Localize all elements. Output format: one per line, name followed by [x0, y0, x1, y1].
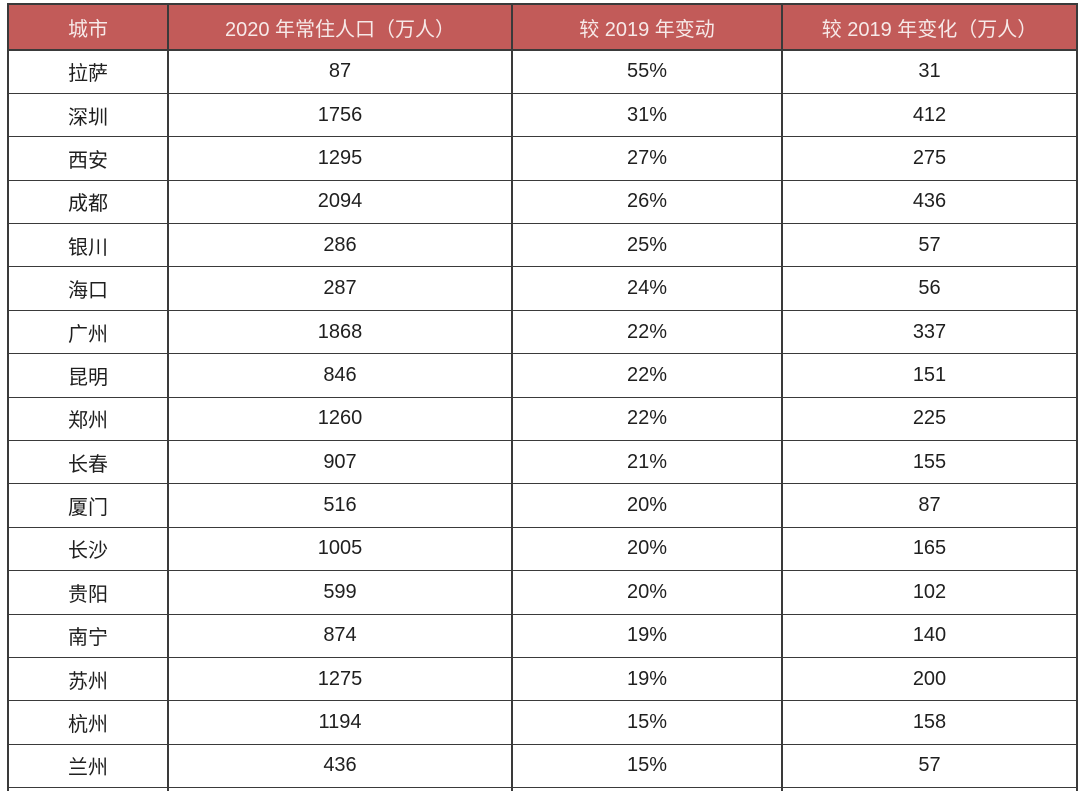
change-abs-cell: 155	[781, 440, 1078, 485]
population-cell: 907	[167, 440, 513, 485]
city-cell: 深圳	[7, 92, 169, 138]
table-row: 兰州 436 15% 57	[7, 743, 1078, 789]
population-cell: 1295	[167, 136, 513, 181]
change-abs-cell: 102	[781, 570, 1078, 615]
table-row: 苏州 1275 19% 200	[7, 656, 1078, 702]
table-row: 厦门 516 20% 87	[7, 483, 1078, 528]
population-table: 城市 2020 年常住人口（万人） 较 2019 年变动 较 2019 年变化（…	[7, 3, 1078, 791]
change-abs-cell: 151	[781, 353, 1078, 398]
population-cell: 1756	[167, 92, 513, 138]
change-pct-cell: 20%	[511, 483, 783, 528]
table-row: 广州 1868 22% 337	[7, 309, 1078, 355]
city-cell: 南宁	[7, 613, 169, 658]
population-cell: 1005	[167, 526, 513, 572]
population-cell: 599	[167, 570, 513, 615]
change-pct-cell: 20%	[511, 570, 783, 615]
population-cell: 1260	[167, 396, 513, 442]
population-cell	[167, 787, 513, 791]
change-pct-cell: 25%	[511, 223, 783, 268]
change-abs-cell	[781, 787, 1078, 791]
table-row: 西安 1295 27% 275	[7, 136, 1078, 181]
population-cell: 516	[167, 483, 513, 528]
table-row: 长春 907 21% 155	[7, 440, 1078, 485]
table-row: 成都 2094 26% 436	[7, 179, 1078, 225]
change-abs-cell: 158	[781, 700, 1078, 745]
population-cell: 846	[167, 353, 513, 398]
city-cell: 厦门	[7, 483, 169, 528]
change-abs-cell: 87	[781, 483, 1078, 528]
change-abs-cell: 31	[781, 49, 1078, 94]
table-row: 深圳 1756 31% 412	[7, 92, 1078, 138]
change-abs-cell: 56	[781, 266, 1078, 311]
change-pct-cell	[511, 787, 783, 791]
city-cell: 贵阳	[7, 570, 169, 615]
city-cell: 成都	[7, 179, 169, 225]
change-abs-cell: 57	[781, 743, 1078, 789]
population-cell: 286	[167, 223, 513, 268]
table-row: 银川 286 25% 57	[7, 223, 1078, 268]
change-pct-cell: 15%	[511, 743, 783, 789]
population-cell: 874	[167, 613, 513, 658]
change-pct-cell: 27%	[511, 136, 783, 181]
table-row: 贵阳 599 20% 102	[7, 570, 1078, 615]
change-abs-cell: 140	[781, 613, 1078, 658]
change-pct-cell: 55%	[511, 49, 783, 94]
population-cell: 1868	[167, 309, 513, 355]
header-cell-population: 2020 年常住人口（万人）	[167, 3, 513, 51]
change-pct-cell: 21%	[511, 440, 783, 485]
population-cell: 287	[167, 266, 513, 311]
change-pct-cell: 19%	[511, 656, 783, 702]
change-abs-cell: 200	[781, 656, 1078, 702]
city-cell: 苏州	[7, 656, 169, 702]
table-row: 海口 287 24% 56	[7, 266, 1078, 311]
city-cell: 银川	[7, 223, 169, 268]
city-cell: 海口	[7, 266, 169, 311]
city-cell: 拉萨	[7, 49, 169, 94]
header-cell-change-pct: 较 2019 年变动	[511, 3, 783, 51]
change-pct-cell: 22%	[511, 309, 783, 355]
city-cell: 昆明	[7, 353, 169, 398]
table-row: 拉萨 87 55% 31	[7, 49, 1078, 94]
change-abs-cell: 165	[781, 526, 1078, 572]
population-cell: 87	[167, 49, 513, 94]
table-row: 杭州 1194 15% 158	[7, 700, 1078, 745]
table-row-partial	[7, 787, 1078, 791]
table-row: 南宁 874 19% 140	[7, 613, 1078, 658]
table-row: 昆明 846 22% 151	[7, 353, 1078, 398]
change-pct-cell: 22%	[511, 396, 783, 442]
change-pct-cell: 22%	[511, 353, 783, 398]
city-cell: 长春	[7, 440, 169, 485]
population-cell: 2094	[167, 179, 513, 225]
table-row: 郑州 1260 22% 225	[7, 396, 1078, 442]
change-pct-cell: 20%	[511, 526, 783, 572]
change-pct-cell: 26%	[511, 179, 783, 225]
header-cell-city: 城市	[7, 3, 169, 51]
change-pct-cell: 24%	[511, 266, 783, 311]
city-cell: 长沙	[7, 526, 169, 572]
change-abs-cell: 57	[781, 223, 1078, 268]
change-abs-cell: 337	[781, 309, 1078, 355]
table-body: 拉萨 87 55% 31 深圳 1756 31% 412 西安 1295 27% 275 成都 2094 2…	[7, 49, 1078, 791]
population-cell: 1275	[167, 656, 513, 702]
table-row: 长沙 1005 20% 165	[7, 526, 1078, 572]
city-cell: 西安	[7, 136, 169, 181]
population-cell: 436	[167, 743, 513, 789]
city-cell	[7, 787, 169, 791]
change-abs-cell: 436	[781, 179, 1078, 225]
header-row: 城市 2020 年常住人口（万人） 较 2019 年变动 较 2019 年变化（…	[7, 3, 1078, 51]
city-cell: 郑州	[7, 396, 169, 442]
change-pct-cell: 31%	[511, 92, 783, 138]
table-header: 城市 2020 年常住人口（万人） 较 2019 年变动 较 2019 年变化（…	[7, 3, 1078, 51]
population-cell: 1194	[167, 700, 513, 745]
city-cell: 杭州	[7, 700, 169, 745]
change-abs-cell: 412	[781, 92, 1078, 138]
change-abs-cell: 275	[781, 136, 1078, 181]
header-cell-change-abs: 较 2019 年变化（万人）	[781, 3, 1078, 51]
change-pct-cell: 15%	[511, 700, 783, 745]
change-abs-cell: 225	[781, 396, 1078, 442]
change-pct-cell: 19%	[511, 613, 783, 658]
city-cell: 兰州	[7, 743, 169, 789]
city-cell: 广州	[7, 309, 169, 355]
